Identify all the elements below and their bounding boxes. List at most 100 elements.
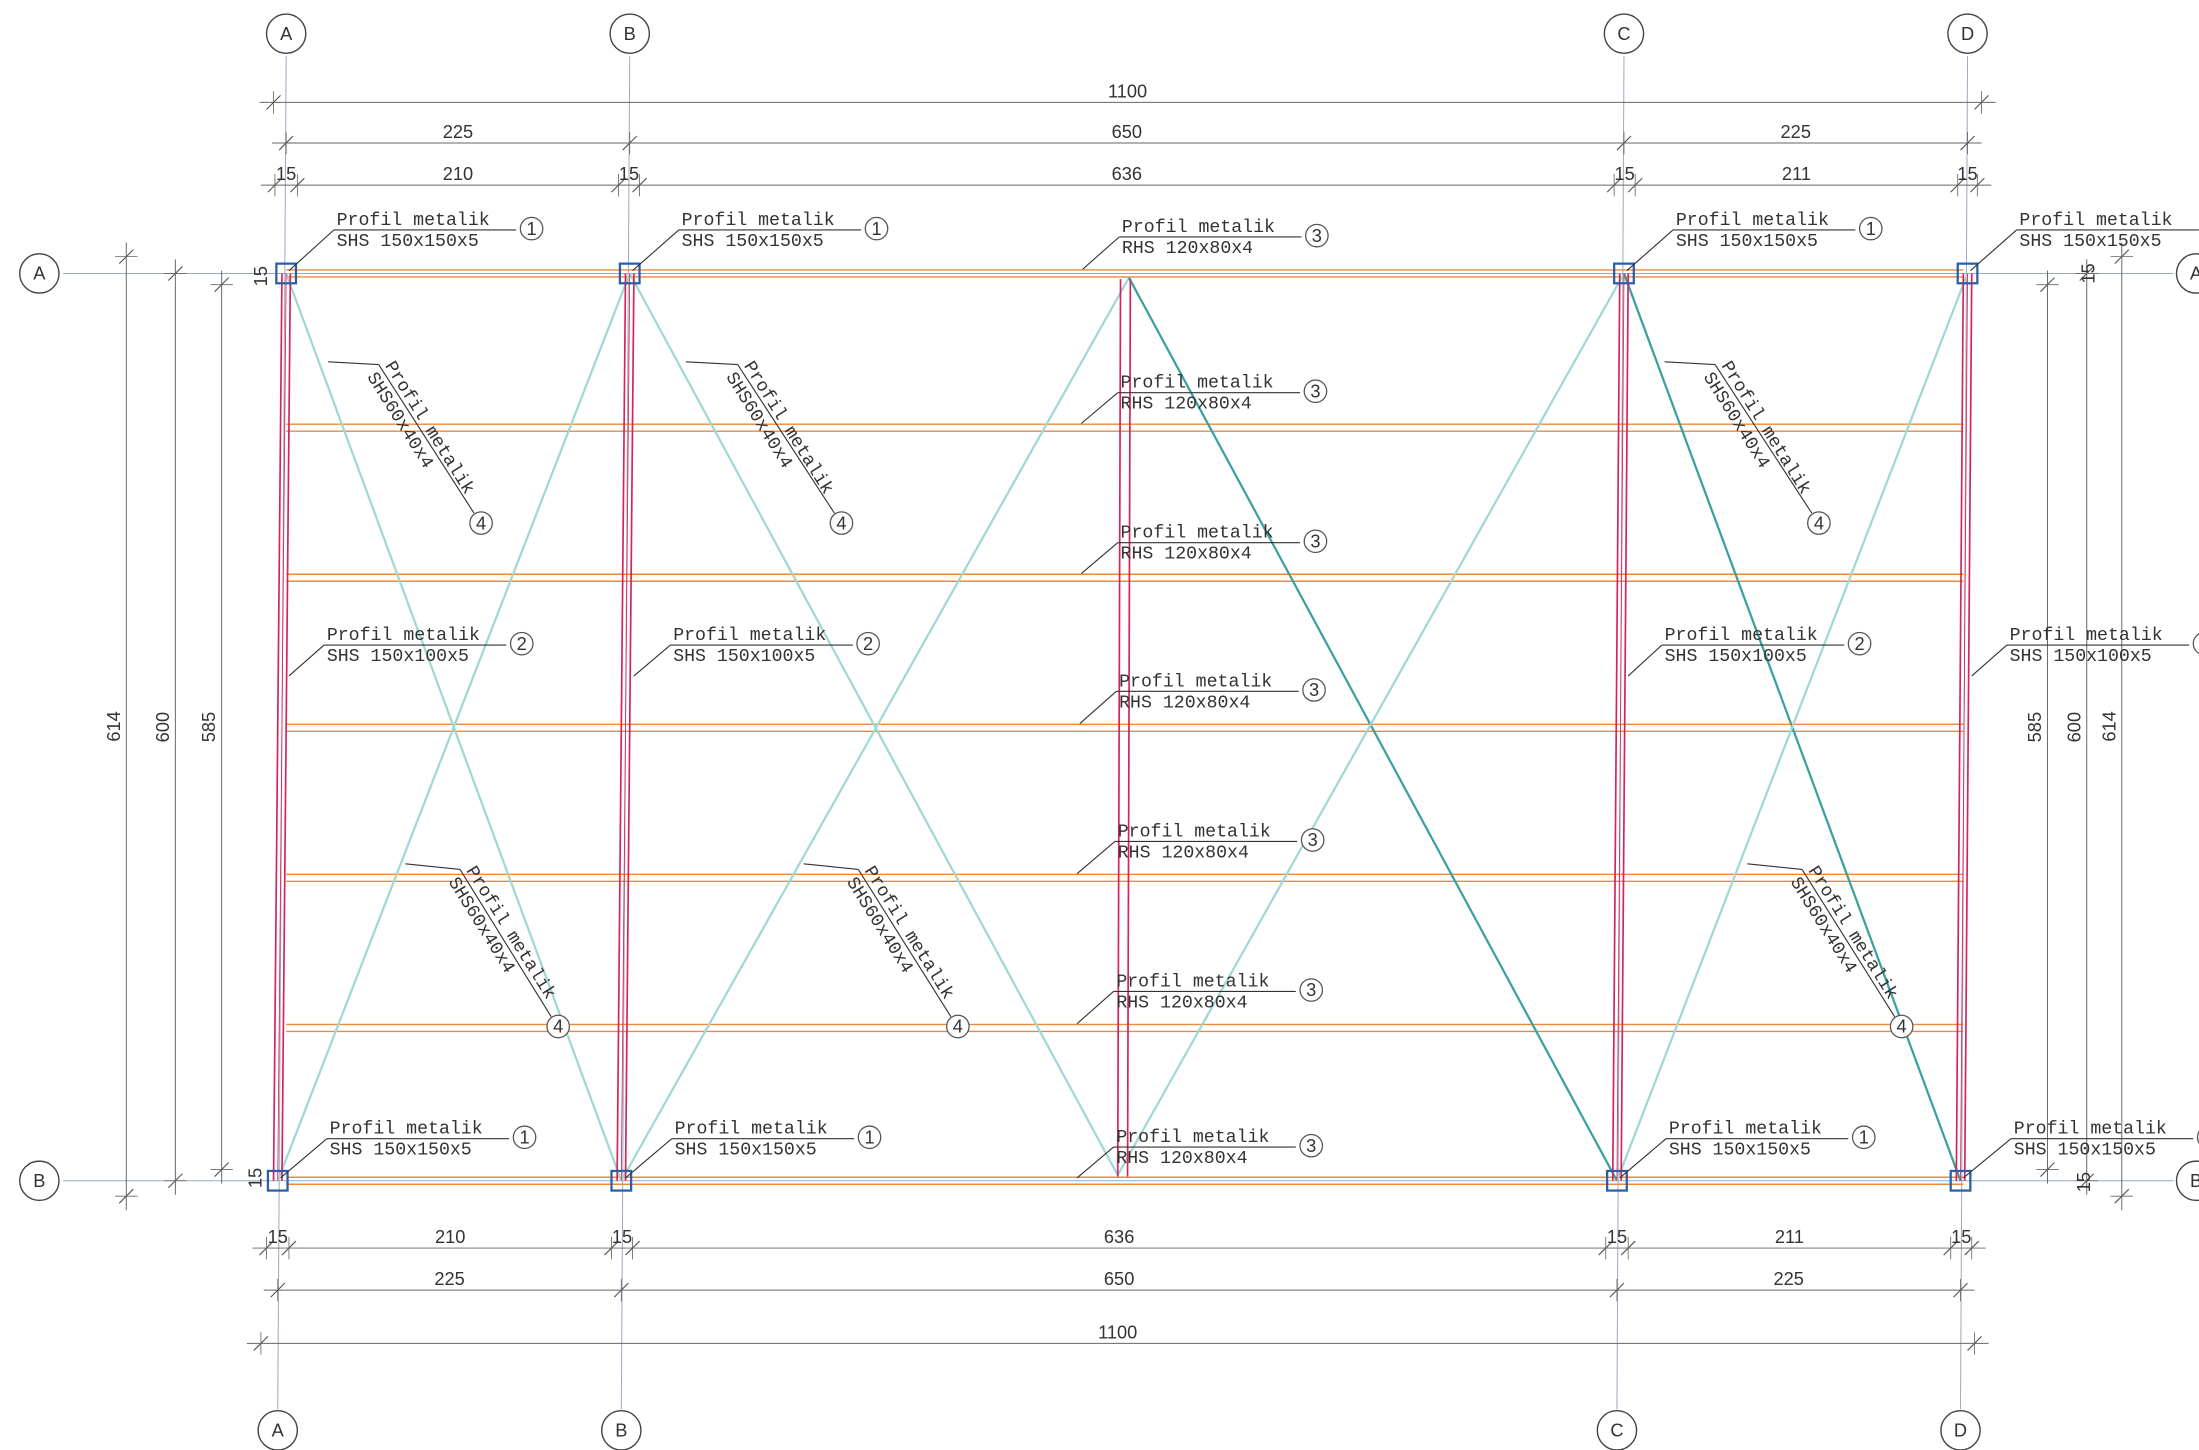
leader [288,229,335,272]
leader [1801,869,1896,1017]
member-section: SHS 150x100x5 [673,647,815,667]
dim-text: 225 [434,1268,464,1289]
member-mark: 3 [1308,829,1318,850]
grid-label: B [2190,1170,2199,1191]
dim-text: 600 [2063,712,2084,742]
dim-text: 15 [1951,1226,1971,1247]
grid-bubble [2175,253,2199,294]
leader [857,869,952,1017]
leader [405,863,461,870]
column-marker [1949,1169,1972,1192]
member-section: SHS 150x150x5 [682,232,824,252]
dim-text: 614 [103,711,124,741]
dim-text: 636 [1112,163,1142,184]
dim-text: 650 [1104,1268,1134,1289]
column-marker [618,262,641,285]
leader [1747,863,1803,870]
grid-label: A [33,263,46,284]
member-mark: 4 [1897,1016,1907,1037]
dim-text: 210 [443,163,473,184]
member-name: Profil metalik [2014,1120,2167,1140]
column [1116,279,1122,1177]
column [1955,273,1965,1181]
mark-circle [519,216,544,241]
member-mark: 4 [836,512,846,533]
grid-bubble [265,13,307,54]
member-mark: 1 [1866,218,1876,239]
member-mark: 3 [1306,1135,1316,1156]
leader [1962,1138,2012,1179]
mark-circle [1847,631,1872,656]
mark-circle [856,631,880,656]
mark-circle [1303,529,1328,554]
member-mark: 1 [526,218,536,239]
member-mark: 1 [864,1126,874,1147]
member-mark: 1 [871,218,881,239]
grid-label: A [2190,263,2199,284]
member-section: SHS 150x100x5 [2010,647,2152,667]
leader [1627,644,1663,677]
grid-bubble [609,13,651,54]
member-section: SHS 150x150x5 [1676,232,1818,252]
dim-text: 15 [1615,163,1635,184]
column [272,273,283,1181]
dim-text: 15 [268,1226,288,1247]
mark-circle [469,511,493,535]
mark-circle [1303,379,1328,404]
member-section: SHS 150x100x5 [327,647,469,667]
grid-label: A [272,1420,285,1441]
brace [628,272,1119,1176]
member-mark: 3 [1310,531,1320,552]
member-name: Profil metalik [330,1120,483,1140]
member-section: RHS 120x80x4 [1121,545,1252,565]
leader [1076,840,1116,875]
grid-label: D [1954,1420,1967,1441]
dim-text: 15 [1607,1226,1627,1247]
leader [280,1138,328,1179]
member-name: Profil metalik [1676,211,1829,231]
leader [1714,364,1813,514]
grid-label: B [615,1420,627,1441]
member-mark: 3 [1310,380,1320,401]
member-section: SHS 150x100x5 [1665,647,1807,667]
mark-circle [509,631,534,656]
column [1960,273,1968,1181]
member-name: Profil metalik [1121,374,1274,394]
leader [1619,1138,1667,1179]
member-name: Profil metalik [675,1120,828,1140]
member-name: Profil metalik [673,626,826,646]
dim-text: 210 [435,1226,465,1247]
mark-circle [1305,223,1329,248]
column [281,273,292,1181]
column [624,273,635,1181]
member-mark: 2 [517,633,527,654]
dim-text: 225 [443,121,473,142]
member-name: Profil metalik [1118,822,1271,842]
mark-circle [1299,1133,1324,1158]
grid-label: B [33,1170,45,1191]
member-name: Profil metalik [1121,524,1274,544]
mark-circle [1858,216,1883,241]
dim-text: 211 [1782,163,1811,184]
grid-bubble [600,1410,642,1450]
column-marker [1606,1169,1628,1192]
member-section: RHS 120x80x4 [1118,843,1249,863]
column [1611,273,1621,1181]
member-section: RHS 120x80x4 [1122,239,1253,259]
leader [685,361,738,366]
member-mark: 4 [953,1016,963,1037]
dim-text: 225 [1774,1268,1804,1289]
mark-circle [857,1125,882,1150]
member-name: Profil metalik [1116,1128,1269,1148]
column [277,273,287,1181]
mark-circle [1889,1014,1914,1039]
column [620,273,631,1181]
grid-bubble [1603,13,1645,54]
dim-text: 15 [2077,263,2098,283]
dim-text: 636 [1104,1226,1134,1247]
leader [1080,542,1119,574]
member-name: Profil metalik [1122,218,1275,238]
leader [1076,991,1114,1025]
grid-label: B [624,23,636,44]
leader [1080,392,1119,424]
